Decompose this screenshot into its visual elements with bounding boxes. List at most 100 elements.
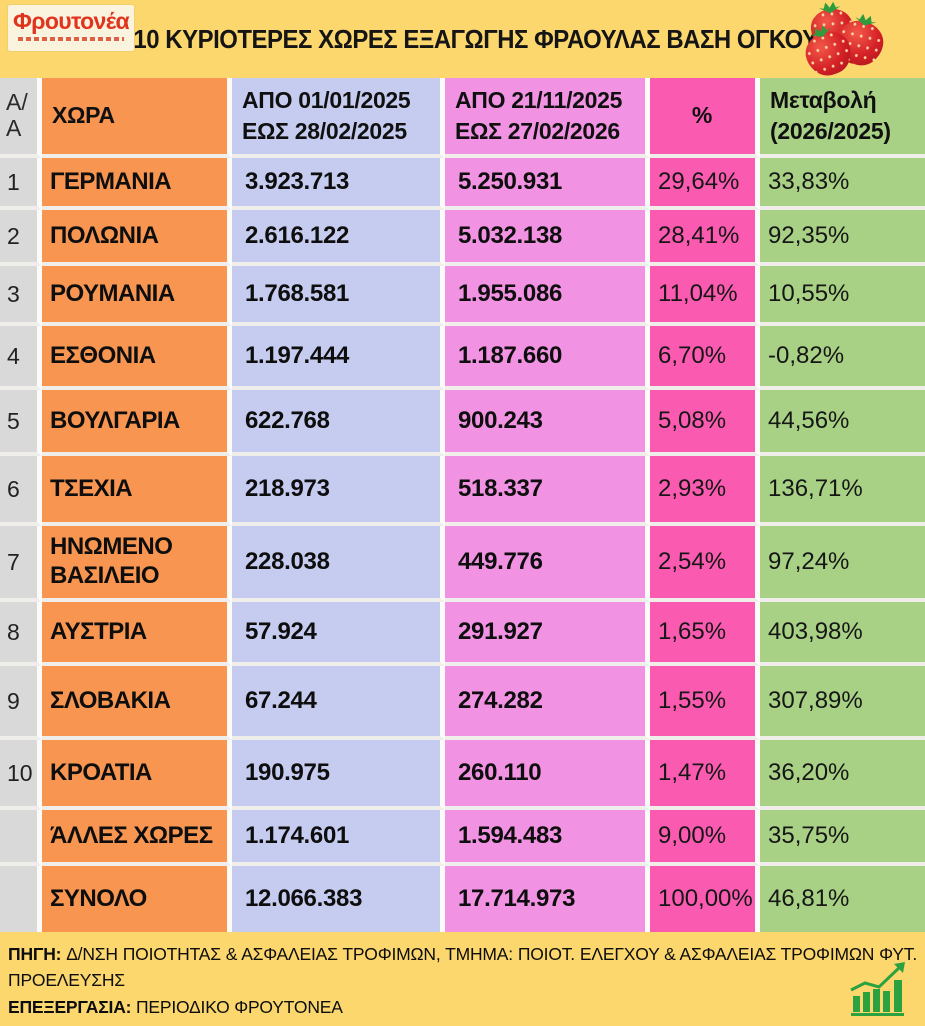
value-2025-cell: 2.616.122 — [232, 210, 445, 266]
percent-cell: 1,65% — [650, 602, 760, 666]
change-cell: 36,20% — [760, 740, 925, 810]
source-label: ΠΗΓΗ: — [8, 944, 62, 964]
processing-text: ΠΕΡΙΟΔΙΚΟ ΦΡΟΥΤΟΝΕΑ — [135, 996, 343, 1017]
percent-cell: 9,00% — [650, 810, 760, 866]
percent-cell: 100,00% — [650, 866, 760, 932]
value-2025-cell: 1.174.601 — [232, 810, 445, 866]
col-header-index: Α/ Α — [0, 78, 42, 158]
country-cell: ΤΣΕΧΙΑ — [42, 456, 232, 526]
table-row: 8 ΑΥΣΤΡΙΑ 57.924 291.927 1,65% 403,98% — [0, 602, 925, 666]
percent-cell: 5,08% — [650, 390, 760, 456]
value-2025-cell: 228.038 — [232, 526, 445, 602]
country-cell: ΒΟΥΛΓΑΡΙΑ — [42, 390, 232, 456]
country-cell: ΕΣΘΟΝΙΑ — [42, 326, 232, 390]
value-2025-cell: 622.768 — [232, 390, 445, 456]
value-2026-cell: 260.110 — [445, 740, 650, 810]
country-cell: ΑΥΣΤΡΙΑ — [42, 602, 232, 666]
value-2025-cell: 67.244 — [232, 666, 445, 740]
percent-cell: 6,70% — [650, 326, 760, 390]
country-cell: ΣΥΝΟΛΟ — [42, 866, 232, 932]
processing-line: ΕΠΕΞΕΡΓΑΣΙΑ: ΠΕΡΙΟΔΙΚΟ ΦΡΟΥΤΟΝΕΑ — [8, 994, 917, 1020]
percent-cell: 1,55% — [650, 666, 760, 740]
change-cell: 35,75% — [760, 810, 925, 866]
source-line: ΠΗΓΗ: Δ/ΝΣΗ ΠΟΙΟΤΗΤΑΣ & ΑΣΦΑΛΕΙΑΣ ΤΡΟΦΙΜ… — [8, 941, 917, 994]
value-2025-cell: 1.768.581 — [232, 266, 445, 326]
value-2026-cell: 1.187.660 — [445, 326, 650, 390]
change-cell: -0,82% — [760, 326, 925, 390]
row-index-cell: 6 — [0, 456, 42, 526]
percent-cell: 11,04% — [650, 266, 760, 326]
logo-text: Φρουτονέα — [12, 8, 130, 34]
table-row: 6 ΤΣΕΧΙΑ 218.973 518.337 2,93% 136,71% — [0, 456, 925, 526]
change-cell: 403,98% — [760, 602, 925, 666]
table-row: 9 ΣΛΟΒΑΚΙΑ 67.244 274.282 1,55% 307,89% — [0, 666, 925, 740]
percent-cell: 29,64% — [650, 158, 760, 210]
table-row: 1 ΓΕΡΜΑΝΙΑ 3.923.713 5.250.931 29,64% 33… — [0, 158, 925, 210]
source-text: Δ/ΝΣΗ ΠΟΙΟΤΗΤΑΣ & ΑΣΦΑΛΕΙΑΣ ΤΡΟΦΙΜΩΝ, ΤΜ… — [8, 944, 917, 991]
row-index-cell: 8 — [0, 602, 42, 666]
value-2026-cell: 5.250.931 — [445, 158, 650, 210]
change-cell: 92,35% — [760, 210, 925, 266]
value-2025-cell: 3.923.713 — [232, 158, 445, 210]
row-index-cell: 3 — [0, 266, 42, 326]
change-cell: 44,56% — [760, 390, 925, 456]
table-row: 5 ΒΟΥΛΓΑΡΙΑ 622.768 900.243 5,08% 44,56% — [0, 390, 925, 456]
row-index-cell: 4 — [0, 326, 42, 390]
country-cell: ΓΕΡΜΑΝΙΑ — [42, 158, 232, 210]
row-index-cell — [0, 866, 42, 932]
value-2026-cell: 1.594.483 — [445, 810, 650, 866]
logo-tagline — [18, 37, 124, 41]
value-2025-cell: 57.924 — [232, 602, 445, 666]
banner: Φρουτονέα 10 ΚΥΡΙΟΤΕΡΕΣ ΧΩΡΕΣ ΕΞΑΓΩΓΗΣ Φ… — [0, 0, 925, 82]
row-index-cell: 7 — [0, 526, 42, 602]
percent-cell: 1,47% — [650, 740, 760, 810]
value-2026-cell: 1.955.086 — [445, 266, 650, 326]
table-row: 4 ΕΣΘΟΝΙΑ 1.197.444 1.187.660 6,70% -0,8… — [0, 326, 925, 390]
table-header-row: Α/ Α ΧΩΡΑ ΑΠΟ 01/01/2025 ΕΩΣ 28/02/2025 … — [0, 78, 925, 158]
value-2025-cell: 12.066.383 — [232, 866, 445, 932]
footer: ΠΗΓΗ: Δ/ΝΣΗ ΠΟΙΟΤΗΤΑΣ & ΑΣΦΑΛΕΙΑΣ ΤΡΟΦΙΜ… — [0, 932, 925, 1026]
country-cell: ΣΛΟΒΑΚΙΑ — [42, 666, 232, 740]
value-2026-cell: 17.714.973 — [445, 866, 650, 932]
change-cell: 10,55% — [760, 266, 925, 326]
row-index-cell: 1 — [0, 158, 42, 210]
percent-cell: 28,41% — [650, 210, 760, 266]
row-index-cell: 9 — [0, 666, 42, 740]
col-header-period-2025: ΑΠΟ 01/01/2025 ΕΩΣ 28/02/2025 — [232, 78, 445, 158]
table-row-other-countries: ΆΛΛΕΣ ΧΩΡΕΣ 1.174.601 1.594.483 9,00% 35… — [0, 810, 925, 866]
value-2025-cell: 190.975 — [232, 740, 445, 810]
country-cell: ΡΟΥΜΑΝΙΑ — [42, 266, 232, 326]
value-2026-cell: 449.776 — [445, 526, 650, 602]
table-row-total: ΣΥΝΟΛΟ 12.066.383 17.714.973 100,00% 46,… — [0, 866, 925, 932]
col-header-period-2026: ΑΠΟ 21/11/2025 ΕΩΣ 27/02/2026 — [445, 78, 650, 158]
value-2026-cell: 518.337 — [445, 456, 650, 526]
table-row: 7 ΗΝΩΜΕΝΟ ΒΑΣΙΛΕΙΟ 228.038 449.776 2,54%… — [0, 526, 925, 602]
change-cell: 46,81% — [760, 866, 925, 932]
table-row: 10 ΚΡΟΑΤΙΑ 190.975 260.110 1,47% 36,20% — [0, 740, 925, 810]
country-cell: ΚΡΟΑΤΙΑ — [42, 740, 232, 810]
row-index-cell: 5 — [0, 390, 42, 456]
col-header-percent: % — [650, 78, 760, 158]
row-index-cell: 10 — [0, 740, 42, 810]
country-cell: ΗΝΩΜΕΝΟ ΒΑΣΙΛΕΙΟ — [42, 526, 232, 602]
processing-label: ΕΠΕΞΕΡΓΑΣΙΑ: — [8, 996, 132, 1017]
change-cell: 136,71% — [760, 456, 925, 526]
brand-logo: Φρουτονέα — [8, 5, 134, 51]
value-2025-cell: 218.973 — [232, 456, 445, 526]
export-table: Α/ Α ΧΩΡΑ ΑΠΟ 01/01/2025 ΕΩΣ 28/02/2025 … — [0, 78, 925, 932]
country-cell: ΆΛΛΕΣ ΧΩΡΕΣ — [42, 810, 232, 866]
country-cell: ΠΟΛΩΝΙΑ — [42, 210, 232, 266]
change-cell: 307,89% — [760, 666, 925, 740]
value-2026-cell: 5.032.138 — [445, 210, 650, 266]
value-2025-cell: 1.197.444 — [232, 326, 445, 390]
page-title: 10 ΚΥΡΙΟΤΕΡΕΣ ΧΩΡΕΣ ΕΞΑΓΩΓΗΣ ΦΡΑΟΥΛΑΣ ΒΑ… — [133, 23, 818, 54]
table-row: 2 ΠΟΛΩΝΙΑ 2.616.122 5.032.138 28,41% 92,… — [0, 210, 925, 266]
value-2026-cell: 274.282 — [445, 666, 650, 740]
strawberries-icon — [800, 6, 888, 82]
value-2026-cell: 291.927 — [445, 602, 650, 666]
percent-cell: 2,93% — [650, 456, 760, 526]
row-index-cell — [0, 810, 42, 866]
percent-cell: 2,54% — [650, 526, 760, 602]
change-cell: 97,24% — [760, 526, 925, 602]
